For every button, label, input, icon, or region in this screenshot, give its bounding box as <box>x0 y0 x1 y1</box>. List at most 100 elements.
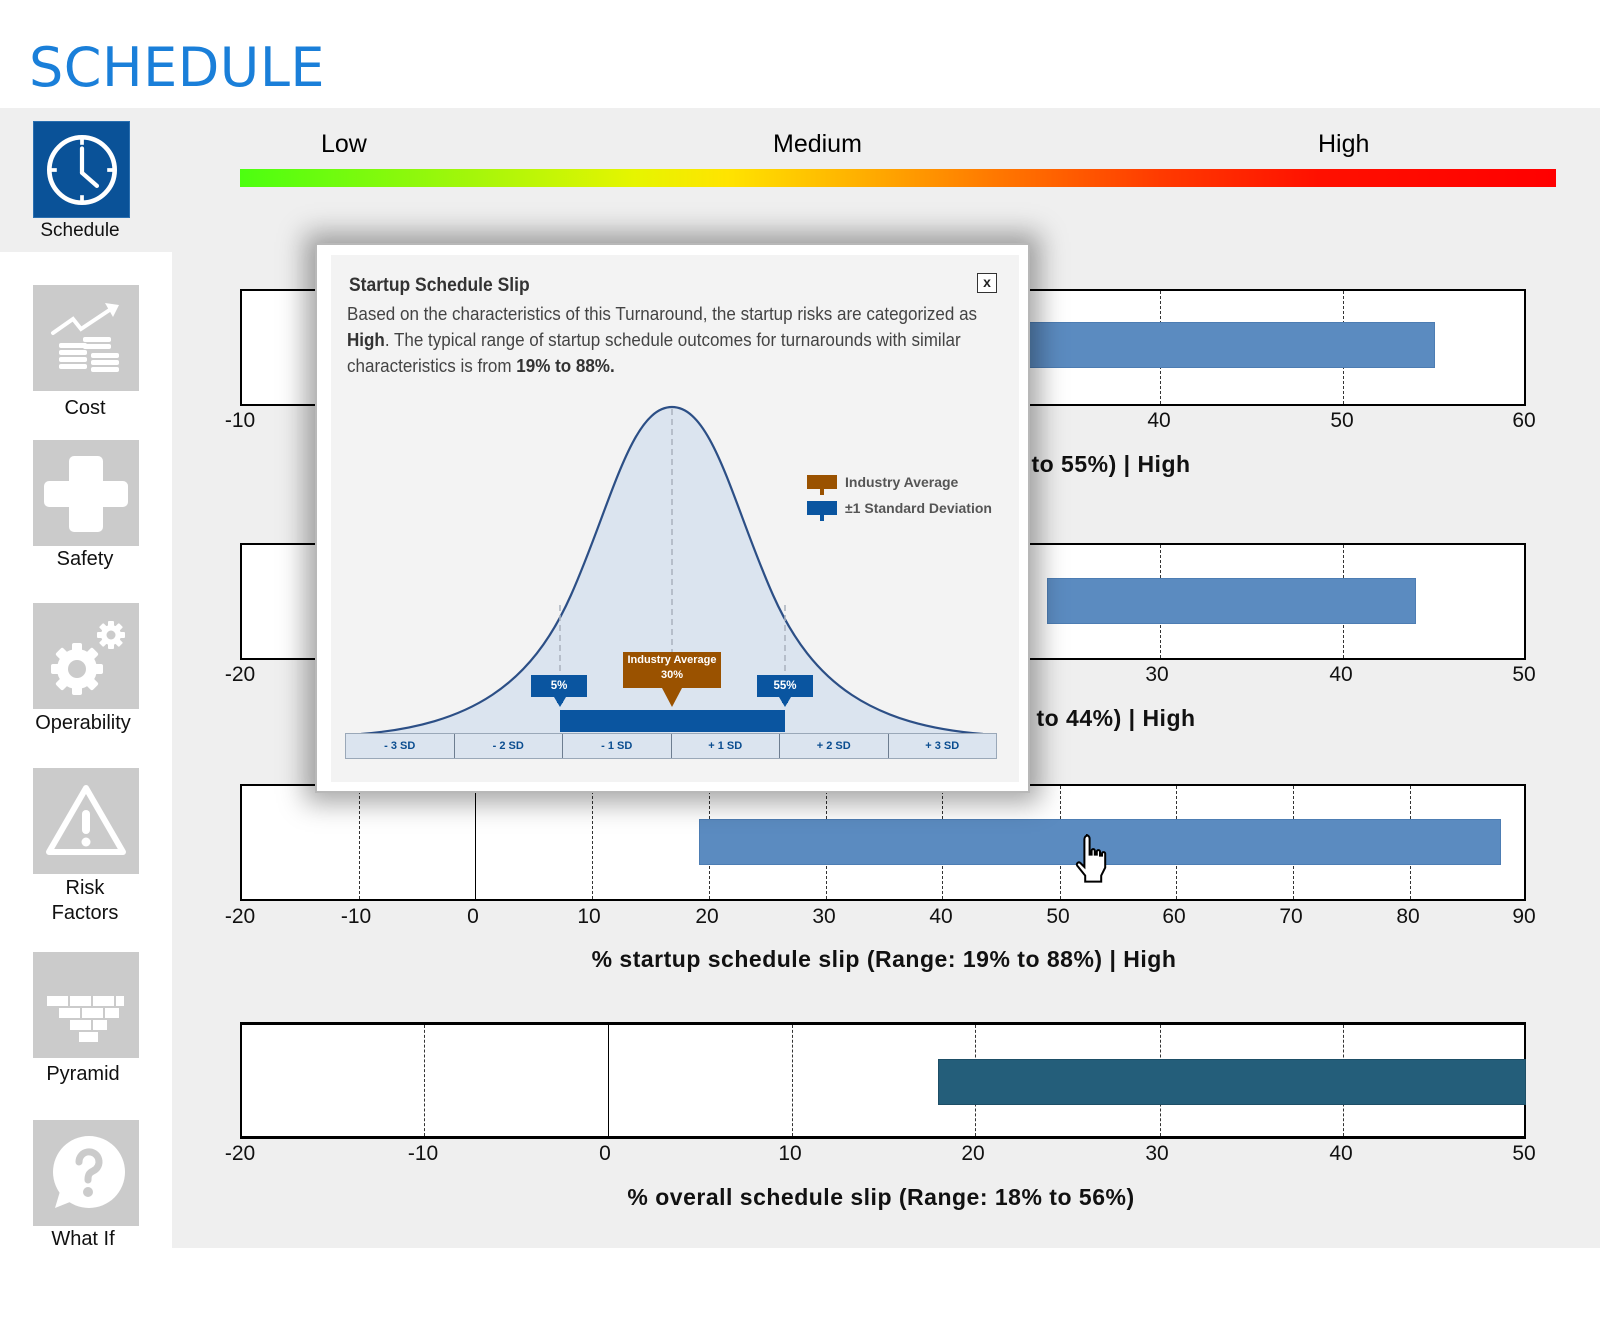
axis-title: to 55%) | High <box>1031 451 1191 477</box>
industry-average-label: Industry Average <box>627 654 717 666</box>
risk-factors-tile[interactable] <box>33 768 139 874</box>
risk-gradient-bar <box>240 169 1556 187</box>
sidebar-label: Cost <box>64 397 106 419</box>
modal-title: Startup Schedule Slip <box>349 275 530 296</box>
sd-label: - 2 SD <box>455 734 563 758</box>
sidebar-item-what-if[interactable]: What If <box>0 1120 170 1260</box>
tick-label: 30 <box>1145 1142 1169 1165</box>
tick-label: 10 <box>577 905 601 928</box>
tick-label: 40 <box>1329 663 1353 686</box>
cost-tile[interactable] <box>33 285 139 391</box>
gears-icon <box>51 621 125 695</box>
zero-line <box>475 786 476 899</box>
chart-legend: Industry Average ±1 Standard Deviation <box>807 469 992 521</box>
sidebar-label: Safety <box>56 548 114 570</box>
coins-trend-icon <box>51 303 119 372</box>
sidebar-item-risk-factors[interactable]: Risk Factors <box>0 768 170 928</box>
sidebar-label: What If <box>51 1228 115 1250</box>
close-button[interactable]: x <box>977 273 997 293</box>
sd-label: + 3 SD <box>925 740 960 752</box>
sidebar-label: Risk <box>65 877 105 899</box>
sidebar-label: Factors <box>51 902 119 924</box>
range-bar[interactable] <box>1047 578 1416 624</box>
axis-title: % overall schedule slip (Range: 18% to 5… <box>627 1184 1135 1210</box>
page-title: SCHEDULE <box>29 36 326 99</box>
footer-space <box>172 1248 1600 1317</box>
minus-1sd-label: 5% <box>550 680 568 692</box>
sidebar-label: Schedule <box>40 220 120 241</box>
standard-deviation-axis: - 3 SD - 2 SD - 1 SD + 1 SD + 2 SD + 3 S… <box>345 733 997 759</box>
tick-label: 0 <box>599 1142 611 1165</box>
sidebar-item-pyramid[interactable]: Pyramid <box>0 952 170 1092</box>
clock-icon <box>46 134 117 205</box>
what-if-tile[interactable] <box>33 1120 139 1226</box>
sidebar-item-safety[interactable]: Safety <box>0 440 170 580</box>
risk-level: High <box>347 329 385 350</box>
description-text: . The typical range of startup schedule … <box>347 329 961 376</box>
legend-label: ±1 Standard Deviation <box>845 500 992 516</box>
schedule-tile[interactable] <box>33 121 130 218</box>
question-bubble-icon <box>53 1136 125 1208</box>
pyramid-bricks-icon <box>47 996 124 1042</box>
tick-label: 70 <box>1279 905 1303 928</box>
tick-label: 30 <box>812 905 836 928</box>
tick-label: 50 <box>1512 1142 1536 1165</box>
sd-label: - 3 SD <box>346 734 455 758</box>
range-value: 19% to 88%. <box>516 355 615 376</box>
sd-label: + 1 SD <box>672 734 780 758</box>
tick-label: 60 <box>1162 905 1186 928</box>
plot-area <box>240 1022 1526 1139</box>
range-bar[interactable] <box>1022 322 1435 368</box>
tick-label: -20 <box>224 1142 256 1165</box>
tick-label: 90 <box>1512 905 1536 928</box>
tick-label: 40 <box>1147 409 1171 432</box>
legend-label: Industry Average <box>845 474 959 490</box>
tick-label: -20 <box>224 905 256 928</box>
std-dev-swatch-icon <box>807 501 837 521</box>
tick-label: -20 <box>224 663 256 686</box>
sidebar-label: Operability <box>35 712 131 734</box>
tick-label: 50 <box>1512 663 1536 686</box>
zero-line <box>608 1025 609 1136</box>
industry-average-swatch-icon <box>807 475 837 495</box>
safety-tile[interactable] <box>33 440 139 546</box>
hand-cursor-icon <box>1075 834 1107 883</box>
scale-label-high: High <box>1318 130 1370 158</box>
axis-title: % startup schedule slip (Range: 19% to 8… <box>591 946 1177 972</box>
axis-title: to 44%) | High <box>1036 705 1196 731</box>
gridline <box>424 1025 425 1136</box>
tick-label: 50 <box>1330 409 1354 432</box>
warning-triangle-icon <box>46 785 126 855</box>
tick-label: -10 <box>407 1142 439 1165</box>
sidebar-label: Pyramid <box>46 1063 120 1085</box>
range-bar[interactable] <box>938 1059 1526 1105</box>
modal-content: Startup Schedule Slip x Based on the cha… <box>331 255 1019 782</box>
plot-area <box>240 784 1526 901</box>
sd-label: + 2 SD <box>780 734 889 758</box>
tick-label: 20 <box>695 905 719 928</box>
scale-label-medium: Medium <box>773 130 862 158</box>
sidebar-item-operability[interactable]: Operability <box>0 603 170 743</box>
gridline <box>592 786 593 899</box>
sd-label: - 1 SD <box>563 734 672 758</box>
sidebar-item-schedule[interactable]: Schedule <box>0 121 170 246</box>
tick-label: 40 <box>929 905 953 928</box>
tick-label: -10 <box>224 409 256 432</box>
startup-schedule-slip-modal: Startup Schedule Slip x Based on the cha… <box>315 243 1030 793</box>
gridline <box>359 786 360 899</box>
legend-item-industry-average: Industry Average <box>807 469 992 495</box>
legend-item-std-dev: ±1 Standard Deviation <box>807 495 992 521</box>
industry-average-value: 30% <box>660 669 684 681</box>
modal-description: Based on the characteristics of this Tur… <box>347 301 991 379</box>
tick-label: 80 <box>1396 905 1420 928</box>
tick-label: 50 <box>1046 905 1070 928</box>
pyramid-tile[interactable] <box>33 952 139 1058</box>
scale-label-low: Low <box>321 130 367 158</box>
sidebar-item-cost[interactable]: Cost <box>0 285 170 425</box>
description-text: Based on the characteristics of this Tur… <box>347 303 978 324</box>
tick-label: 20 <box>961 1142 985 1165</box>
plus-1sd-label: 55% <box>773 680 797 692</box>
tick-label: 60 <box>1512 409 1536 432</box>
operability-tile[interactable] <box>33 603 139 709</box>
bell-curve-chart <box>360 405 984 735</box>
